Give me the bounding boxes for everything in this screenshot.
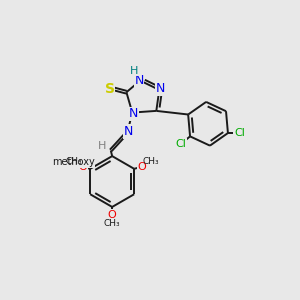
- Text: H: H: [98, 141, 106, 151]
- Text: O: O: [78, 161, 87, 172]
- Text: S: S: [105, 82, 115, 96]
- Text: N: N: [123, 125, 133, 138]
- Text: Cl: Cl: [234, 128, 245, 138]
- Text: CH₃: CH₃: [142, 157, 159, 166]
- Text: O: O: [108, 210, 116, 220]
- Text: CH₃: CH₃: [104, 219, 121, 228]
- Text: H: H: [130, 66, 138, 76]
- Text: O: O: [137, 161, 146, 172]
- Text: N: N: [129, 107, 138, 120]
- Text: N: N: [134, 74, 144, 87]
- Text: CH₃: CH₃: [66, 157, 82, 166]
- Text: methoxy: methoxy: [52, 158, 94, 167]
- Text: Cl: Cl: [176, 139, 187, 149]
- Text: N: N: [156, 82, 165, 95]
